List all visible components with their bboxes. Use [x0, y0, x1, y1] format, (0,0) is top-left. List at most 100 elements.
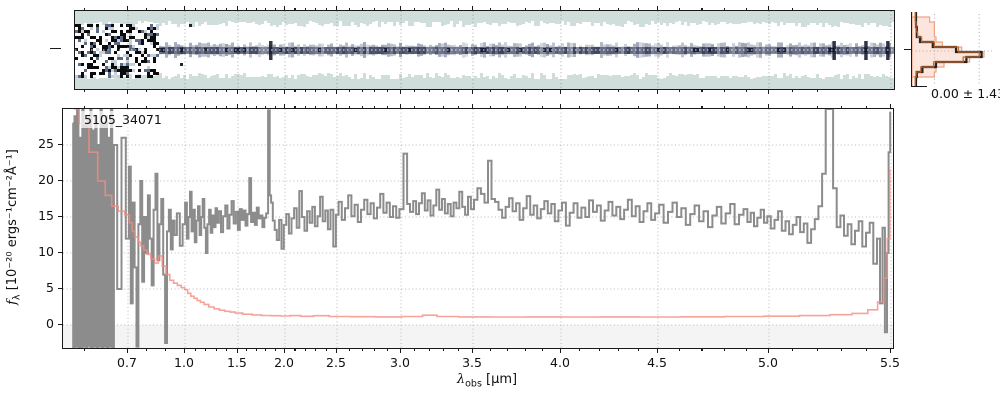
x-tick-label: 4.0: [550, 355, 570, 370]
x-tick-bottom: [387, 348, 389, 351]
x-tick-bottom: [236, 348, 239, 353]
profile-stat-label: 0.00 ± 1.43: [931, 86, 1000, 101]
x-tick-bottom: [618, 348, 620, 351]
x-tick-top: [701, 105, 703, 108]
x-tick-2d-top: [83, 7, 85, 10]
x-tick-2d-bottom: [816, 89, 818, 92]
x-tick-bottom: [679, 348, 681, 351]
x-tick-top: [205, 105, 207, 108]
x-tick-top: [284, 103, 286, 108]
x-tick-2d-bottom: [701, 89, 703, 92]
x-tick-2d-bottom: [542, 89, 544, 92]
x-tick-bottom: [579, 348, 581, 351]
object-id-label: 5105_34071: [80, 111, 166, 128]
x-tick-bottom: [399, 348, 402, 353]
x-tick-label: 1.0: [174, 355, 194, 370]
y-tick-label: 5: [46, 279, 54, 295]
x-tick-top: [679, 105, 681, 108]
x-tick-label: 4.5: [647, 355, 667, 370]
x-tick-2d-top: [507, 7, 509, 10]
x-tick-label: 5.5: [880, 355, 900, 370]
x-tick-2d-top: [236, 5, 239, 10]
x-tick-2d-bottom: [284, 89, 286, 94]
x-tick-top: [816, 105, 818, 108]
x-tick-top: [767, 103, 770, 108]
x-tick-bottom: [126, 348, 129, 353]
x-tick-bottom: [767, 348, 770, 353]
x-tick-2d-bottom: [598, 89, 600, 92]
y-tick: [57, 179, 62, 182]
x-tick-2d-top: [284, 5, 286, 10]
x-tick-bottom: [194, 348, 196, 351]
x-tick-top: [236, 103, 239, 108]
x-tick-2d-bottom: [428, 89, 430, 92]
x-tick-bottom: [414, 348, 416, 351]
x-tick-2d-top: [205, 7, 207, 10]
x-tick-2d-bottom: [579, 89, 581, 92]
x-tick-top: [457, 105, 459, 108]
y-tick: [57, 215, 62, 218]
x-tick-top: [443, 105, 445, 108]
x-tick-top: [215, 105, 217, 108]
x-tick-bottom: [374, 348, 376, 351]
x-tick-top: [246, 105, 248, 108]
x-tick-top: [255, 105, 257, 108]
x-tick-2d-bottom: [524, 89, 526, 92]
x-tick-2d-bottom: [255, 89, 257, 92]
x-tick-bottom: [215, 348, 217, 351]
x-tick-2d-bottom: [265, 89, 267, 92]
x-tick-2d-bottom: [679, 89, 681, 92]
x-tick-2d-top: [348, 7, 350, 10]
x-tick-bottom: [274, 348, 276, 351]
x-tick-2d-top: [361, 7, 363, 10]
x-tick-2d-bottom: [414, 89, 416, 92]
x-tick-bottom: [165, 348, 167, 351]
x-tick-bottom: [294, 348, 296, 351]
x-tick-bottom: [184, 348, 186, 353]
x-tick-2d-bottom: [236, 89, 239, 94]
x-tick-2d-top: [374, 7, 376, 10]
x-tick-top: [335, 103, 338, 108]
x-tick-label: 5.0: [758, 355, 778, 370]
x-tick-top: [745, 105, 747, 108]
x-tick-bottom: [657, 348, 659, 353]
x-tick-top: [507, 105, 509, 108]
x-tick-2d-bottom: [194, 89, 196, 92]
x-tick-2d-bottom: [657, 89, 659, 94]
x-tick-2d-top: [723, 7, 725, 10]
x-tick-2d-bottom: [560, 89, 562, 94]
x-tick-2d-bottom: [246, 89, 248, 92]
x-tick-top: [126, 103, 129, 108]
x-tick-2d-top: [701, 7, 703, 10]
x-tick-label: 2.0: [274, 355, 294, 370]
x-tick-2d-bottom: [126, 89, 129, 94]
x-tick-bottom: [598, 348, 600, 351]
x-tick-2d-top: [315, 7, 317, 10]
x-tick-2d-top: [745, 7, 747, 10]
x-tick-2d-top: [304, 7, 306, 10]
x-tick-2d-bottom: [274, 89, 276, 92]
x-tick-2d-bottom: [348, 89, 350, 92]
x-tick-2d-top: [598, 7, 600, 10]
x-tick-top: [165, 105, 167, 108]
x-tick-top: [304, 105, 306, 108]
x-tick-2d-top: [472, 5, 474, 10]
x-tick-top: [542, 105, 544, 108]
x-tick-label: 1.5: [227, 355, 247, 370]
y-tick-label: 15: [38, 207, 54, 223]
x-tick-bottom: [265, 348, 267, 351]
x-tick-bottom: [443, 348, 445, 351]
x-tick-top: [194, 105, 196, 108]
x-tick-top: [472, 103, 474, 108]
x-tick-2d-bottom: [184, 89, 186, 94]
x-tick-2d-bottom: [165, 89, 167, 92]
x-tick-bottom: [361, 348, 363, 351]
x-tick-bottom: [472, 348, 474, 353]
x-tick-top: [657, 103, 659, 108]
x-tick-2d-top: [194, 7, 196, 10]
spatial-profile-histogram: [912, 12, 992, 87]
x-tick-top: [184, 103, 186, 108]
x-tick-top: [841, 105, 843, 108]
x-tick-top: [723, 105, 725, 108]
